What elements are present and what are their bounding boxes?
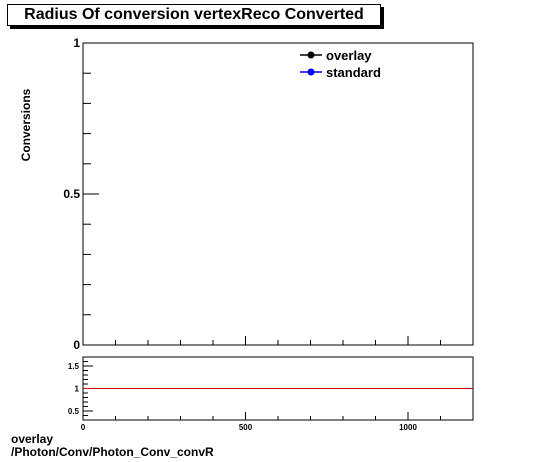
- legend-label: standard: [326, 65, 381, 80]
- main-plot: 1 0.5 0 overlay standard: [63, 36, 474, 350]
- ratio-frame: [82, 356, 474, 421]
- legend-label: overlay: [326, 48, 372, 63]
- ratio-y-tick-label: 0.5: [68, 407, 80, 416]
- legend-marker-overlay: [307, 51, 315, 59]
- x-tick-label: 0: [81, 423, 86, 432]
- legend-marker-standard: [307, 68, 315, 76]
- chart-title: Radius Of conversion vertexReco Converte…: [7, 4, 381, 26]
- footer-label: overlay: [11, 432, 54, 446]
- x-tick-label: 500: [239, 423, 253, 432]
- ratio-y-tick-label: 1: [75, 385, 80, 394]
- y-tick-label: 1: [73, 36, 80, 50]
- ratio-y-tick-label: 1.5: [68, 362, 80, 371]
- y-tick-label: 0.5: [63, 187, 80, 201]
- x-tick-label: 1000: [399, 423, 417, 432]
- footer-path: /Photon/Conv/Photon_Conv_convR: [11, 445, 214, 459]
- y-tick-label: 0: [73, 338, 80, 350]
- plot-frame: [82, 42, 474, 346]
